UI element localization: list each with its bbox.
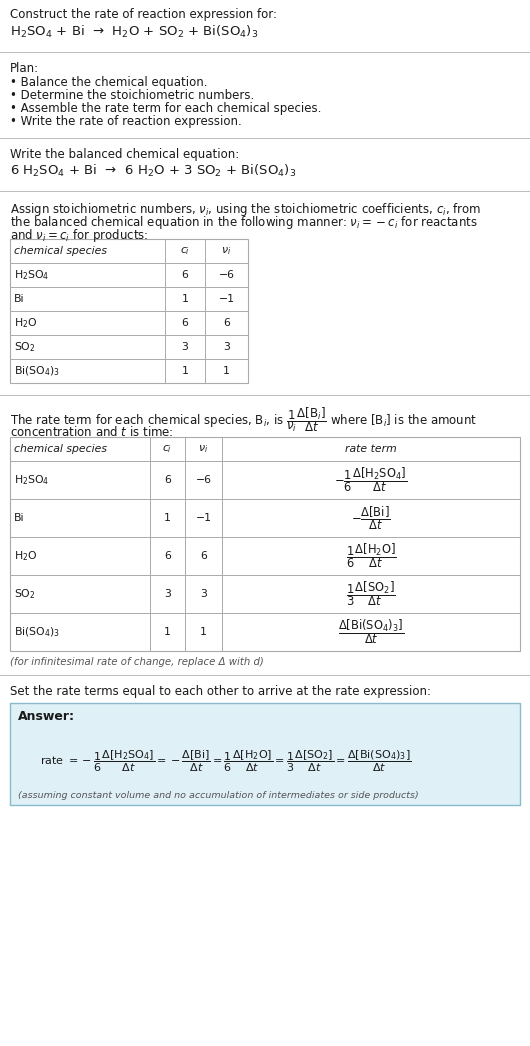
Text: Bi: Bi	[14, 513, 24, 523]
Text: H$_2$O: H$_2$O	[14, 549, 38, 563]
Text: $c_i$: $c_i$	[163, 444, 173, 455]
Text: 1: 1	[200, 627, 207, 637]
Text: $\nu_i$: $\nu_i$	[222, 245, 232, 257]
Text: (for infinitesimal rate of change, replace Δ with d): (for infinitesimal rate of change, repla…	[10, 657, 264, 667]
Text: $\nu_i$: $\nu_i$	[198, 444, 209, 455]
Text: H$_2$O: H$_2$O	[14, 316, 38, 329]
Text: (assuming constant volume and no accumulation of intermediates or side products): (assuming constant volume and no accumul…	[18, 792, 419, 800]
Text: 3: 3	[223, 342, 230, 353]
Text: chemical species: chemical species	[14, 246, 107, 256]
Text: concentration and $t$ is time:: concentration and $t$ is time:	[10, 425, 174, 439]
Text: Bi(SO$_4$)$_3$: Bi(SO$_4$)$_3$	[14, 626, 60, 639]
Text: $-\dfrac{\Delta[\mathrm{Bi}]}{\Delta t}$: $-\dfrac{\Delta[\mathrm{Bi}]}{\Delta t}$	[351, 504, 391, 531]
Text: Assign stoichiometric numbers, $\nu_i$, using the stoichiometric coefficients, $: Assign stoichiometric numbers, $\nu_i$, …	[10, 201, 481, 218]
Text: 1: 1	[223, 366, 230, 376]
Text: the balanced chemical equation in the following manner: $\nu_i = -c_i$ for react: the balanced chemical equation in the fo…	[10, 214, 478, 231]
Text: 6: 6	[164, 475, 171, 485]
Text: SO$_2$: SO$_2$	[14, 587, 36, 600]
Text: 3: 3	[182, 342, 189, 353]
Text: chemical species: chemical species	[14, 444, 107, 454]
Text: $\dfrac{\Delta[\mathrm{Bi(SO_4)_3}]}{\Delta t}$: $\dfrac{\Delta[\mathrm{Bi(SO_4)_3}]}{\De…	[338, 617, 404, 646]
Text: Bi(SO$_4$)$_3$: Bi(SO$_4$)$_3$	[14, 364, 60, 378]
Text: and $\nu_i = c_i$ for products:: and $\nu_i = c_i$ for products:	[10, 227, 148, 244]
Text: rate term: rate term	[345, 444, 397, 454]
Text: SO$_2$: SO$_2$	[14, 340, 36, 354]
Text: 3: 3	[164, 589, 171, 599]
Text: • Assemble the rate term for each chemical species.: • Assemble the rate term for each chemic…	[10, 103, 321, 115]
Text: $-\dfrac{1}{6}\dfrac{\Delta[\mathrm{H_2SO_4}]}{\Delta t}$: $-\dfrac{1}{6}\dfrac{\Delta[\mathrm{H_2S…	[334, 465, 408, 495]
Text: • Write the rate of reaction expression.: • Write the rate of reaction expression.	[10, 115, 242, 128]
Text: 6 H$_2$SO$_4$ + Bi  →  6 H$_2$O + 3 SO$_2$ + Bi(SO$_4$)$_3$: 6 H$_2$SO$_4$ + Bi → 6 H$_2$O + 3 SO$_2$…	[10, 163, 296, 179]
Text: 6: 6	[164, 551, 171, 561]
Text: • Balance the chemical equation.: • Balance the chemical equation.	[10, 76, 208, 89]
Text: H$_2$SO$_4$ + Bi  →  H$_2$O + SO$_2$ + Bi(SO$_4$)$_3$: H$_2$SO$_4$ + Bi → H$_2$O + SO$_2$ + Bi(…	[10, 24, 259, 40]
Text: $\dfrac{1}{6}\dfrac{\Delta[\mathrm{H_2O}]}{\Delta t}$: $\dfrac{1}{6}\dfrac{\Delta[\mathrm{H_2O}…	[346, 542, 396, 570]
Text: 6: 6	[182, 318, 189, 328]
Text: −6: −6	[218, 270, 234, 280]
Text: H$_2$SO$_4$: H$_2$SO$_4$	[14, 268, 49, 282]
Text: Answer:: Answer:	[18, 710, 75, 724]
Text: Write the balanced chemical equation:: Write the balanced chemical equation:	[10, 147, 239, 161]
Bar	[10, 703, 520, 805]
Text: The rate term for each chemical species, B$_i$, is $\dfrac{1}{\nu_i}\dfrac{\Delt: The rate term for each chemical species,…	[10, 405, 477, 434]
Text: H$_2$SO$_4$: H$_2$SO$_4$	[14, 473, 49, 486]
Text: Construct the rate of reaction expression for:: Construct the rate of reaction expressio…	[10, 8, 277, 21]
Text: 6: 6	[223, 318, 230, 328]
Text: 1: 1	[182, 366, 189, 376]
Text: Plan:: Plan:	[10, 62, 39, 75]
Text: 1: 1	[164, 513, 171, 523]
Text: Bi: Bi	[14, 294, 24, 304]
Text: • Determine the stoichiometric numbers.: • Determine the stoichiometric numbers.	[10, 89, 254, 103]
Text: 1: 1	[164, 627, 171, 637]
Text: rate $= -\dfrac{1}{6}\dfrac{\Delta[\mathrm{H_2SO_4}]}{\Delta t} = -\dfrac{\Delta: rate $= -\dfrac{1}{6}\dfrac{\Delta[\math…	[40, 748, 411, 774]
Text: $c_i$: $c_i$	[180, 245, 190, 257]
Text: Set the rate terms equal to each other to arrive at the rate expression:: Set the rate terms equal to each other t…	[10, 685, 431, 698]
Text: 3: 3	[200, 589, 207, 599]
Text: $\dfrac{1}{3}\dfrac{\Delta[\mathrm{SO_2}]}{\Delta t}$: $\dfrac{1}{3}\dfrac{\Delta[\mathrm{SO_2}…	[346, 579, 396, 609]
Text: 1: 1	[182, 294, 189, 304]
Bar	[10, 238, 248, 383]
Bar	[10, 437, 520, 651]
Text: −6: −6	[196, 475, 211, 485]
Text: −1: −1	[196, 513, 211, 523]
Text: 6: 6	[182, 270, 189, 280]
Text: 6: 6	[200, 551, 207, 561]
Text: −1: −1	[218, 294, 234, 304]
